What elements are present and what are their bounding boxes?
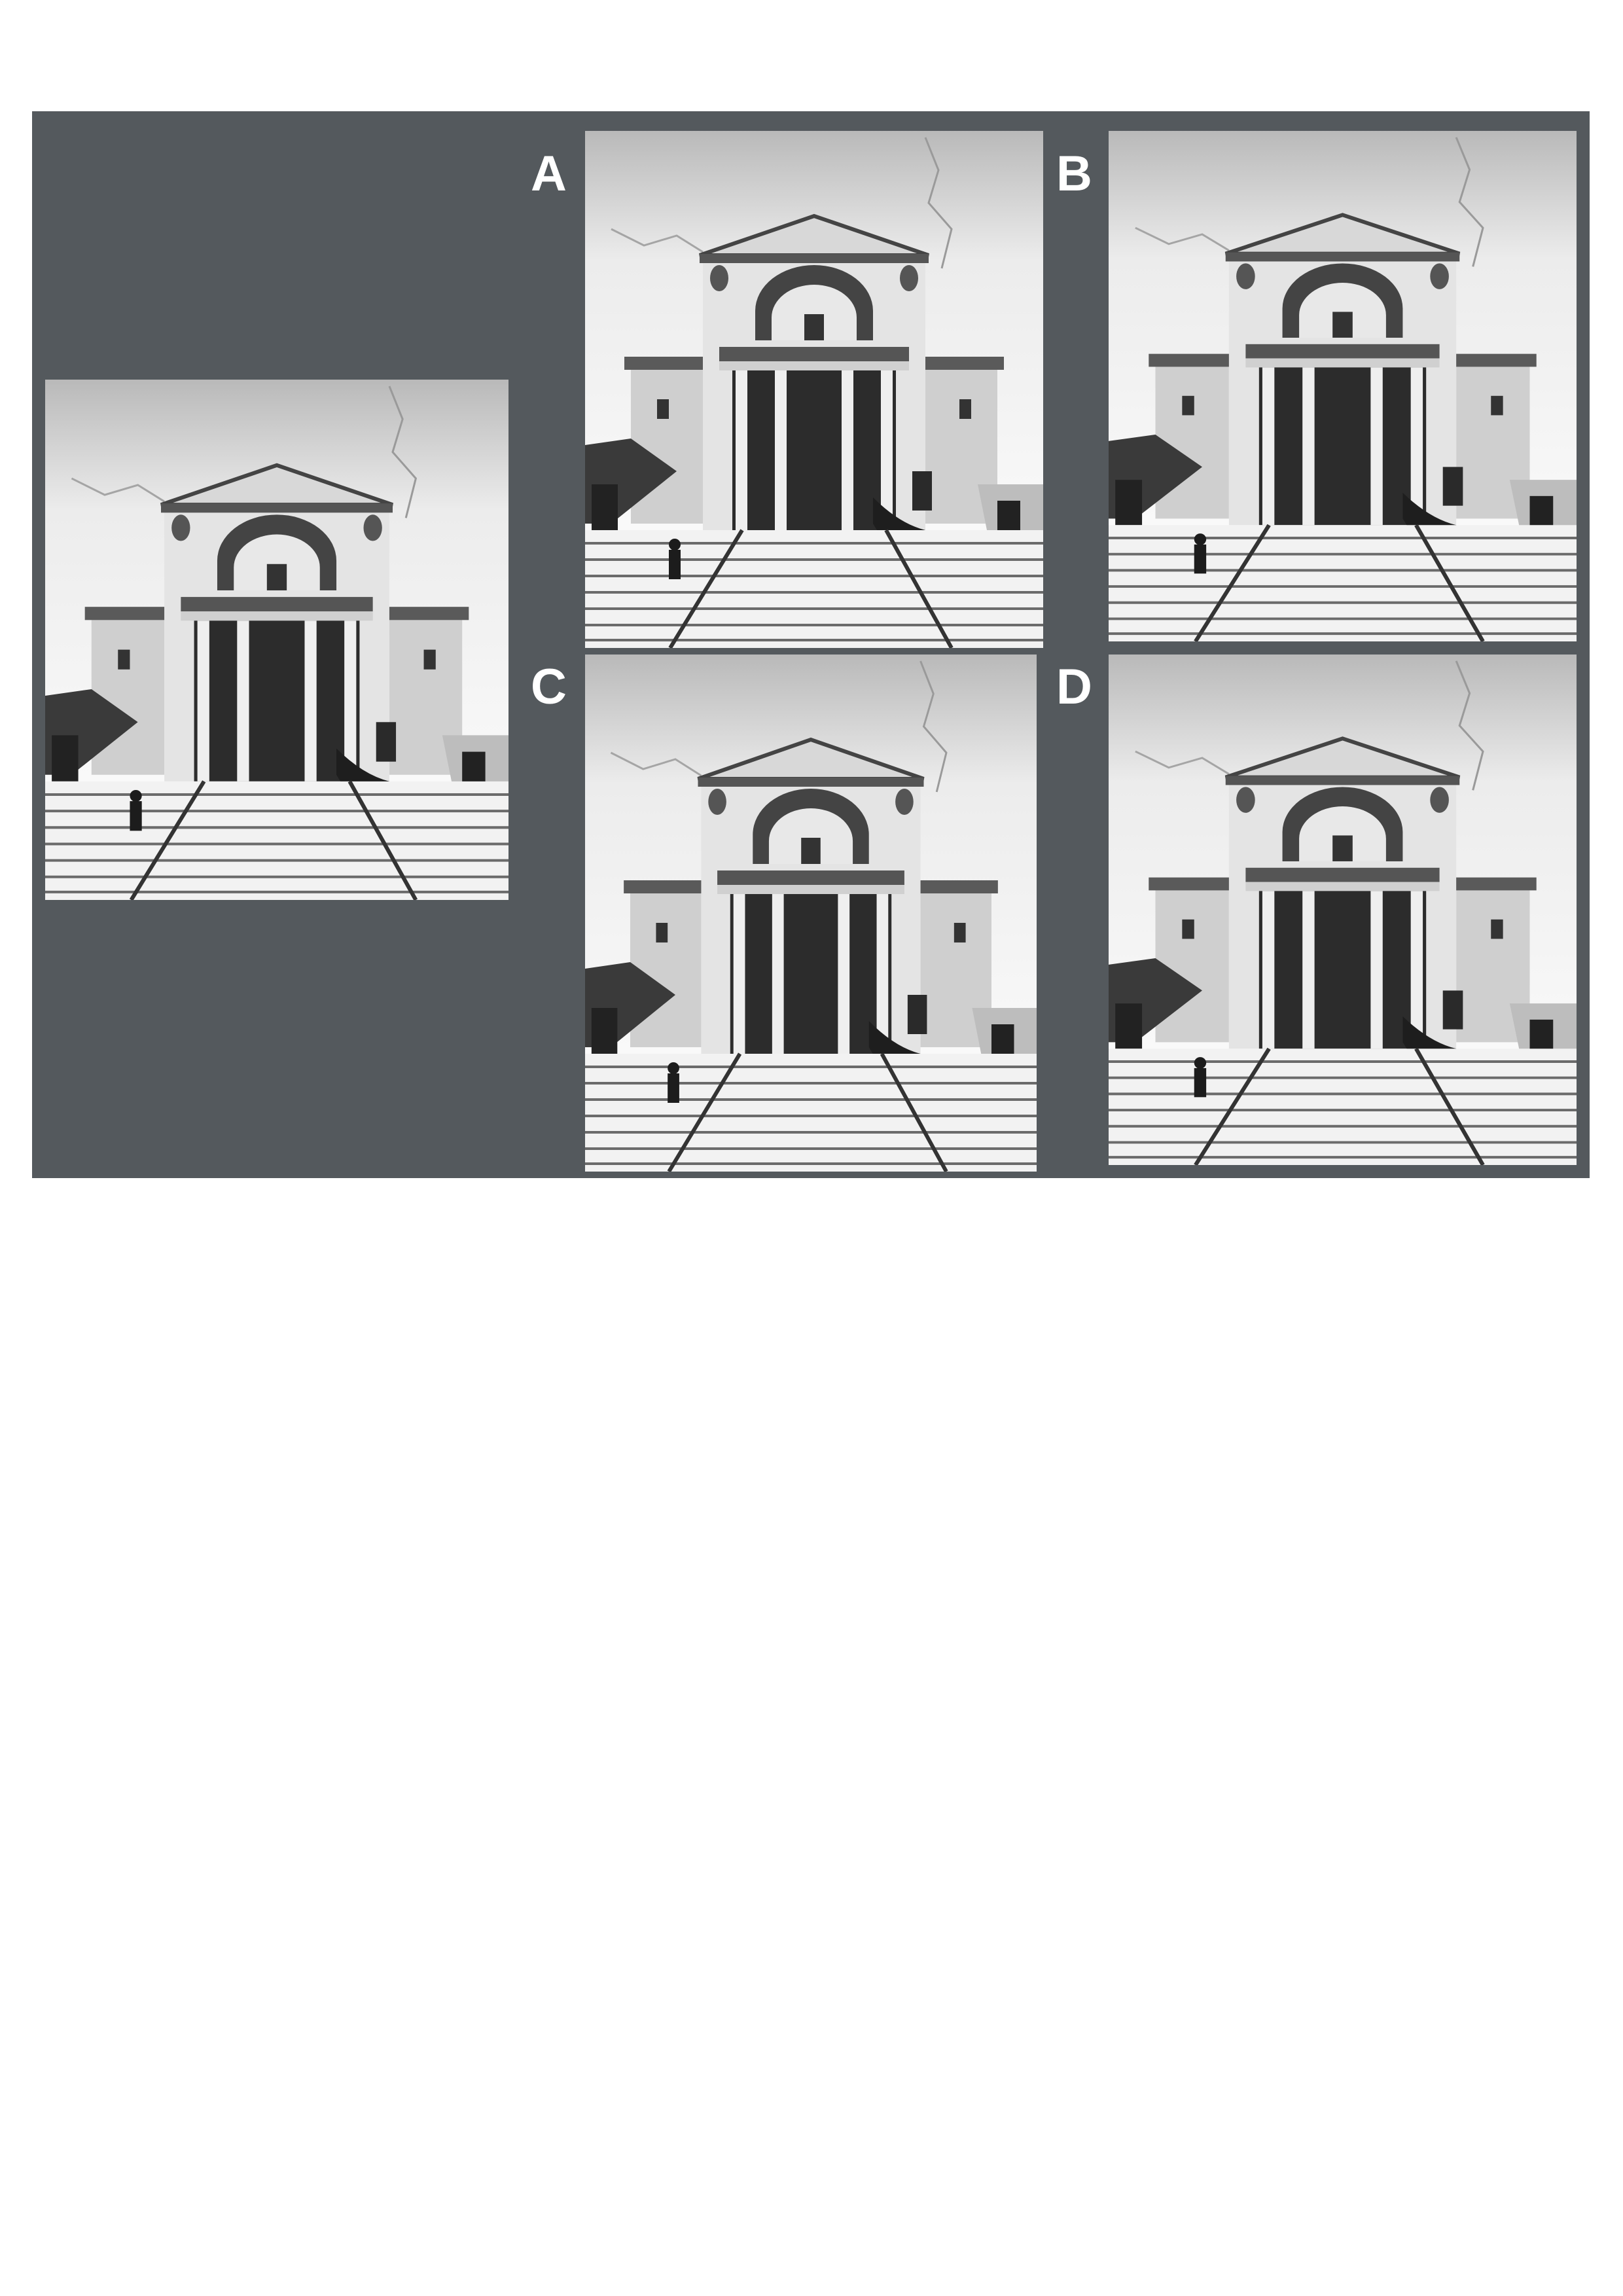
original-photo-image [45,380,508,900]
label-a: A [531,146,567,202]
photo-d [1109,655,1577,1165]
photo-a-image [585,131,1043,648]
label-c: C [531,659,567,715]
background-panel: A B C D [32,111,1590,1178]
photo-b-image [1109,131,1577,641]
original-photo [45,380,508,900]
photo-d-image [1109,655,1577,1165]
photo-c-image [585,655,1037,1172]
photo-a [585,131,1043,648]
label-d: D [1056,659,1092,715]
photo-c [585,655,1037,1172]
label-b: B [1056,146,1092,202]
photo-b [1109,131,1577,641]
